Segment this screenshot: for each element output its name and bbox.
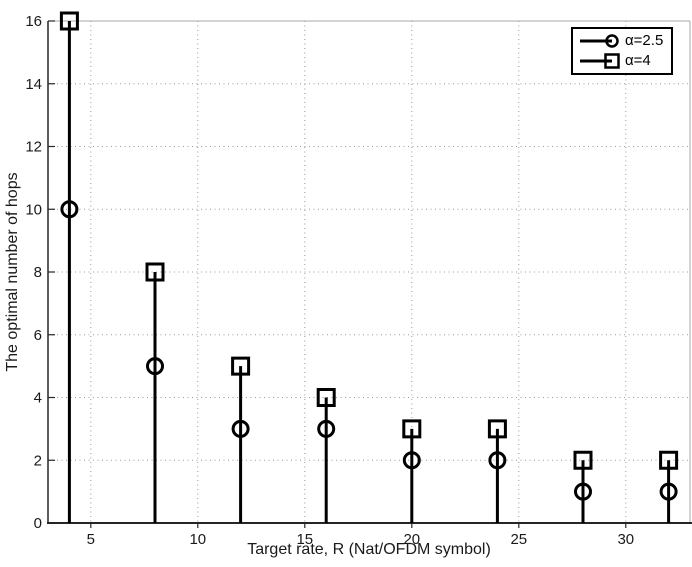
data-marker-circle xyxy=(402,451,421,470)
data-marker-circle xyxy=(574,482,592,501)
legend-label: α=2.5 xyxy=(625,31,664,49)
y-tick-label: 4 xyxy=(34,390,42,407)
legend-entry-alpha-2-5: α=2.5 xyxy=(579,31,667,51)
y-tick-label: 14 xyxy=(25,76,42,93)
data-marker-square xyxy=(231,356,251,376)
data-marker-square xyxy=(402,419,422,439)
x-tick-label: 10 xyxy=(189,531,206,548)
x-axis-label: Target rate, R (Nat/OFDM symbol) xyxy=(247,541,491,558)
x-tick-label: 15 xyxy=(296,531,313,548)
y-axis-label: The optimal number of hops xyxy=(4,172,21,372)
x-tick-label: 25 xyxy=(510,531,527,548)
data-marker-square xyxy=(573,450,593,470)
data-marker-circle xyxy=(146,357,164,376)
x-tick-label: 20 xyxy=(403,531,420,548)
data-marker-square xyxy=(59,11,79,31)
y-tick-label: 8 xyxy=(34,264,42,281)
circle-marker-icon xyxy=(580,33,619,48)
data-marker-square xyxy=(659,450,679,470)
y-tick-label: 12 xyxy=(25,139,42,156)
data-marker-circle xyxy=(231,419,250,438)
y-tick-label: 0 xyxy=(34,515,42,532)
legend-box: α=2.5 α=4 xyxy=(571,27,673,75)
y-tick-label: 2 xyxy=(34,452,42,469)
data-marker-circle xyxy=(659,482,678,501)
data-marker-circle xyxy=(488,451,507,470)
y-tick-label: 16 xyxy=(25,13,42,30)
data-marker-square xyxy=(316,388,336,407)
y-tick-label: 10 xyxy=(25,201,42,218)
data-marker-circle xyxy=(317,419,336,438)
x-tick-label: 30 xyxy=(617,531,634,548)
data-marker-square xyxy=(487,419,507,439)
square-marker-icon xyxy=(580,53,620,70)
data-marker-square xyxy=(145,262,165,282)
legend-label: α=4 xyxy=(625,52,651,70)
legend-entry-alpha-4: α=4 xyxy=(579,51,667,71)
data-marker-circle xyxy=(60,200,79,219)
y-tick-label: 6 xyxy=(34,327,42,344)
x-tick-label: 5 xyxy=(87,531,95,548)
